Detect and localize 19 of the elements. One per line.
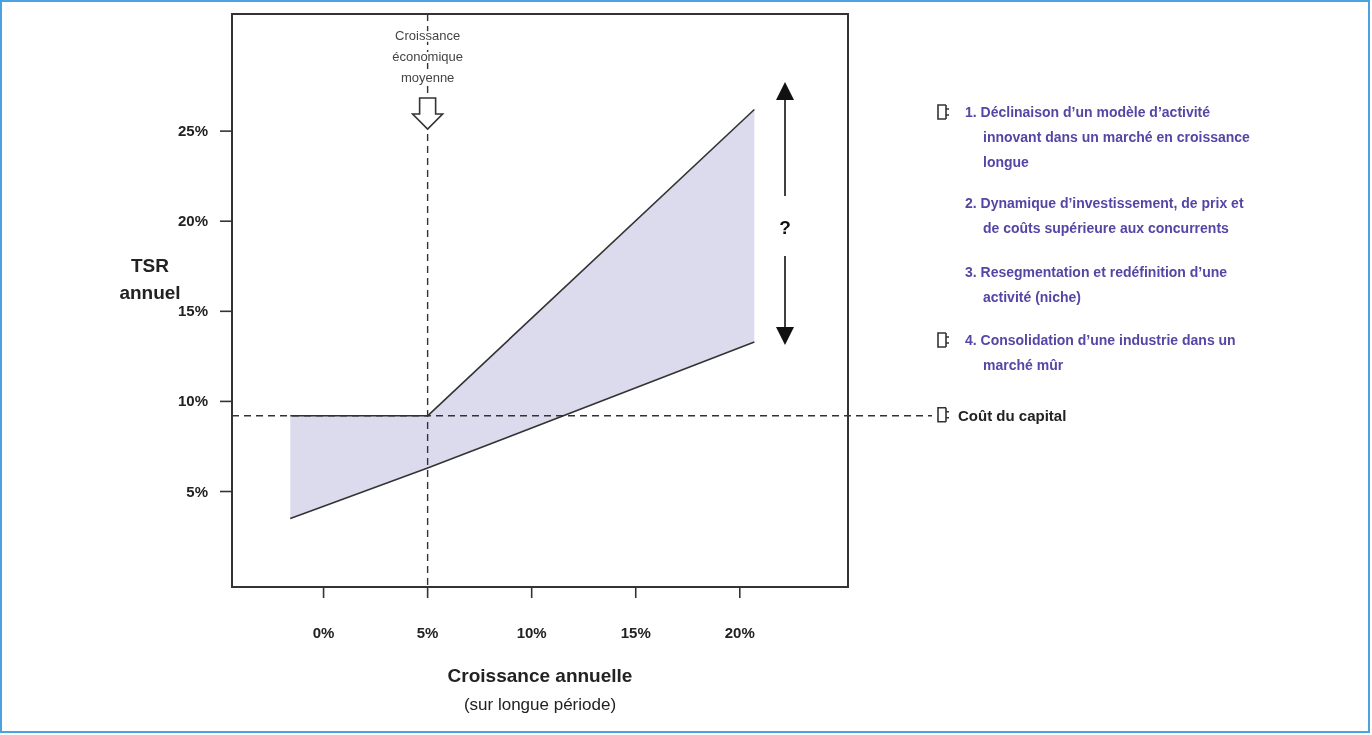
ref-line-label: Coût du capital xyxy=(958,406,1067,424)
y-tick-label: 10% xyxy=(177,392,208,410)
text: 4. Consolidation d’une industrie dans un marché mûr xyxy=(965,332,1236,373)
y-tick-label: 5% xyxy=(186,482,208,500)
x-axis-title: Croissance annuelle (sur longue période) xyxy=(447,665,633,714)
x-tick-label: 15% xyxy=(620,624,651,641)
y-tick-label: 15% xyxy=(177,302,208,320)
text: 1. Déclinaison d’un modèle d’activité innovant dans un marché en croissance longue xyxy=(965,104,1251,170)
y-tick-label: 25% xyxy=(177,122,208,140)
x-tick-label: 10% xyxy=(516,624,547,641)
x-tick-label: 0% xyxy=(312,624,335,641)
x-tick-label: 5% xyxy=(416,624,439,641)
annotation: ? xyxy=(779,217,791,238)
text: 2. Dynamique d’investissement, de prix et de coûts supérieure aux concurrents xyxy=(965,195,1244,236)
y-axis-title: TSR annuel xyxy=(119,255,181,303)
text: 3. Resegmentation et redéfinition d’une activité (niche) xyxy=(965,264,1228,305)
ref-line-label: Croissance économique moyenne xyxy=(392,28,464,85)
x-tick-label: 20% xyxy=(724,624,755,641)
y-tick-label: 20% xyxy=(177,212,208,230)
